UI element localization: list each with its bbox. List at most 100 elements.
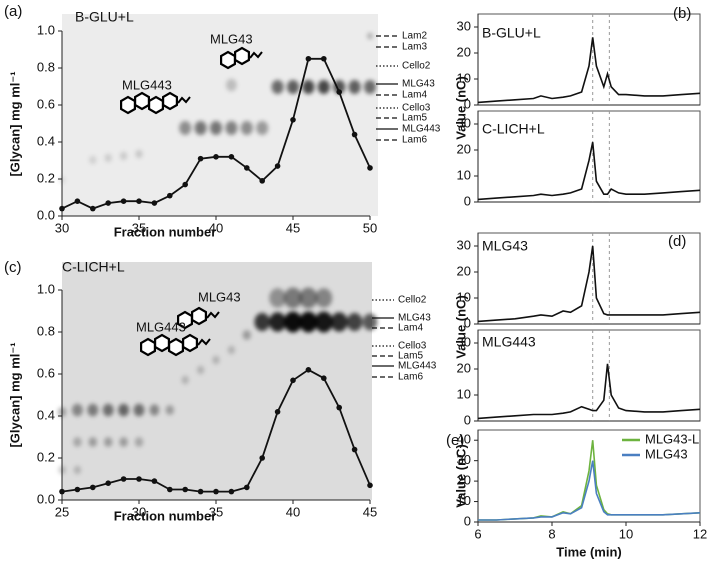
gel-spot (119, 437, 128, 447)
x-tick-label: 30 (55, 220, 69, 235)
molecule-ring (191, 306, 207, 326)
molecule-ring (182, 333, 198, 353)
gel-spot (149, 404, 160, 416)
y-tick-label: 20 (457, 44, 471, 59)
data-point (290, 377, 296, 384)
gel-spot (330, 312, 348, 332)
gel-label: Lam3 (402, 42, 427, 53)
gel-label: Lam4 (398, 323, 423, 334)
gel-spot (104, 437, 113, 447)
y-tick-label: 0.8 (37, 323, 55, 338)
panel-title: C-LICH+L (62, 259, 125, 275)
gel-spot (118, 403, 129, 417)
x-tick-label: 25 (55, 504, 69, 519)
data-line (478, 460, 701, 521)
y-tick-label: 0.4 (37, 133, 55, 148)
y-tick-label: 40 (457, 432, 471, 447)
molecule-tail (206, 311, 220, 319)
y-tick-label: 0.0 (37, 491, 55, 506)
gel-spot (240, 121, 253, 135)
panel-label: (e) (446, 432, 464, 449)
gel-spots (59, 32, 376, 184)
gel-spot (87, 403, 99, 417)
gel-spot (72, 403, 83, 417)
gel-spot (284, 311, 302, 333)
molecule-ring (134, 91, 150, 111)
molecule-ring (120, 95, 136, 115)
data-point (136, 476, 142, 482)
gel-spot (284, 287, 302, 309)
data-point (182, 181, 188, 188)
y-tick-label: 20 (457, 263, 471, 278)
gel-spot (299, 311, 318, 333)
data-point (213, 488, 219, 495)
gel-label: Lam2 (402, 31, 427, 42)
data-point (274, 163, 281, 169)
molecule-ring (140, 337, 156, 357)
gel-spot (165, 405, 174, 415)
gel-spot (197, 365, 205, 375)
panel-title: B-GLU+L (75, 9, 134, 25)
gel-spot (348, 80, 361, 94)
gel-spot (269, 312, 286, 332)
y-axis-label: [Glycan] mg ml⁻¹ (7, 71, 22, 176)
y-tick-label: 1.0 (37, 22, 55, 37)
data-point (244, 165, 250, 171)
panel-label: (d) (668, 233, 686, 250)
y-axis-label: Value (nC) (453, 444, 468, 508)
y-tick-label: 0 (464, 315, 471, 330)
y-tick-label: 30 (457, 334, 471, 349)
gel-spot (210, 121, 222, 135)
panel-label: (c) (4, 259, 22, 276)
data-point (59, 488, 65, 495)
y-tick-label: 20 (457, 473, 471, 488)
data-point (120, 476, 127, 482)
legend-label: MLG43 (645, 446, 688, 461)
data-line (477, 363, 701, 420)
data-point (305, 367, 312, 373)
gel-spot (287, 80, 299, 94)
data-point (228, 488, 235, 495)
gel-spot (364, 80, 376, 94)
annotation: MLG43 (210, 31, 253, 46)
y-tick-label: 30 (457, 452, 471, 467)
x-tick-label: 30 (132, 504, 146, 519)
data-point (367, 482, 373, 489)
gel-label: Lam5 (402, 113, 427, 124)
gel-spot (181, 375, 189, 385)
gel-image (62, 14, 378, 216)
panel-title: MLG443 (482, 334, 536, 350)
gel-spot (242, 330, 251, 340)
data-point (105, 480, 111, 487)
annotation: MLG43 (198, 289, 241, 304)
data-point (351, 131, 358, 138)
data-point (274, 409, 281, 415)
y-tick-label: 10 (457, 493, 471, 508)
gel-spot (317, 80, 330, 94)
data-point (59, 205, 65, 212)
gel-spot (134, 437, 144, 447)
x-tick-label: 40 (286, 504, 300, 519)
gel-label: MLG43 (398, 313, 431, 324)
data-point (244, 484, 250, 491)
data-point (351, 446, 358, 453)
molecule-ring (220, 50, 236, 70)
gel-spot (88, 437, 98, 447)
data-point (182, 486, 188, 493)
gel-spot (314, 311, 333, 333)
x-tick-label: 35 (209, 504, 223, 519)
molecule-tail (197, 338, 211, 346)
data-point (367, 165, 373, 171)
molecule-ring (162, 91, 178, 111)
x-tick-label: 40 (209, 220, 223, 235)
gel-label: MLG43 (402, 79, 435, 90)
y-axis-label: Value (nC) (453, 76, 468, 140)
x-tick-label: 45 (286, 220, 300, 235)
y-tick-label: 20 (457, 360, 471, 375)
data-point (105, 200, 111, 206)
y-axis-label: [Glycan] mg ml⁻¹ (7, 342, 22, 447)
gel-spot (227, 345, 235, 355)
data-point (197, 155, 204, 162)
y-tick-label: 0.4 (37, 407, 55, 422)
y-tick-label: 0.6 (37, 365, 55, 380)
